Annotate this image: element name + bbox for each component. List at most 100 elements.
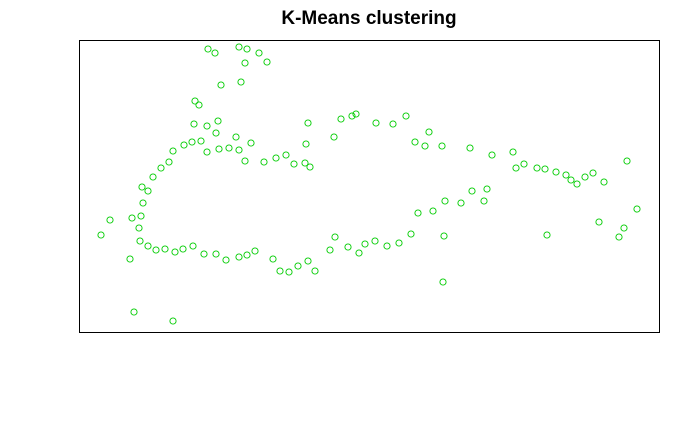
data-point bbox=[480, 197, 488, 205]
data-point bbox=[237, 78, 245, 86]
points-layer bbox=[97, 43, 641, 325]
data-point bbox=[190, 120, 198, 128]
data-point bbox=[203, 148, 211, 156]
data-point bbox=[395, 239, 403, 247]
data-point bbox=[128, 214, 136, 222]
data-point bbox=[407, 230, 415, 238]
data-point bbox=[581, 173, 589, 181]
data-point bbox=[204, 45, 212, 53]
data-point bbox=[222, 256, 230, 264]
data-point bbox=[251, 247, 259, 255]
data-point bbox=[483, 185, 491, 193]
data-point bbox=[217, 81, 225, 89]
data-point bbox=[389, 120, 397, 128]
data-point bbox=[285, 268, 293, 276]
data-point bbox=[352, 110, 360, 118]
data-point bbox=[241, 157, 249, 165]
data-point bbox=[235, 146, 243, 154]
data-point bbox=[214, 117, 222, 125]
data-point bbox=[276, 267, 284, 275]
data-point bbox=[457, 199, 465, 207]
data-point bbox=[263, 58, 271, 66]
data-point bbox=[520, 160, 528, 168]
data-point bbox=[211, 49, 219, 57]
plot-frame bbox=[79, 40, 660, 333]
data-point bbox=[260, 158, 268, 166]
data-point bbox=[232, 133, 240, 141]
data-point bbox=[169, 147, 177, 155]
data-point bbox=[355, 249, 363, 257]
data-point bbox=[567, 176, 575, 184]
data-point bbox=[429, 207, 437, 215]
data-point bbox=[241, 59, 249, 67]
data-point bbox=[195, 101, 203, 109]
data-point bbox=[552, 168, 560, 176]
data-point bbox=[411, 138, 419, 146]
data-point bbox=[589, 169, 597, 177]
data-point bbox=[191, 97, 199, 105]
data-point bbox=[620, 224, 628, 232]
data-point bbox=[372, 119, 380, 127]
data-point bbox=[414, 209, 422, 217]
data-point bbox=[243, 251, 251, 259]
data-point bbox=[180, 141, 188, 149]
data-point bbox=[348, 112, 356, 120]
data-point bbox=[152, 246, 160, 254]
data-point bbox=[371, 237, 379, 245]
data-point bbox=[189, 242, 197, 250]
data-point bbox=[144, 187, 152, 195]
data-point bbox=[595, 218, 603, 226]
data-point bbox=[135, 224, 143, 232]
data-point bbox=[439, 278, 447, 286]
data-point bbox=[383, 242, 391, 250]
data-point bbox=[247, 139, 255, 147]
data-point bbox=[282, 151, 290, 159]
chart-title: K-Means clustering bbox=[281, 8, 457, 29]
data-point bbox=[203, 122, 211, 130]
data-point bbox=[600, 178, 608, 186]
data-point bbox=[212, 250, 220, 258]
data-point bbox=[331, 233, 339, 241]
data-point bbox=[225, 144, 233, 152]
data-point bbox=[165, 158, 173, 166]
data-point bbox=[311, 267, 319, 275]
data-point bbox=[440, 232, 448, 240]
data-point bbox=[294, 262, 302, 270]
data-point bbox=[562, 171, 570, 179]
data-point bbox=[304, 257, 312, 265]
data-point bbox=[541, 165, 549, 173]
data-point bbox=[573, 180, 581, 188]
data-point bbox=[139, 199, 147, 207]
data-point bbox=[330, 133, 338, 141]
data-point bbox=[136, 237, 144, 245]
data-point bbox=[533, 164, 541, 172]
data-point bbox=[269, 255, 277, 263]
data-point bbox=[509, 148, 517, 156]
data-point bbox=[425, 128, 433, 136]
data-point bbox=[197, 137, 205, 145]
data-point bbox=[138, 183, 146, 191]
data-point bbox=[633, 205, 641, 213]
data-point bbox=[137, 212, 145, 220]
data-point bbox=[169, 317, 177, 325]
data-point bbox=[130, 308, 138, 316]
data-point bbox=[161, 245, 169, 253]
data-point bbox=[421, 142, 429, 150]
data-point bbox=[468, 187, 476, 195]
data-point bbox=[215, 145, 223, 153]
data-point bbox=[615, 233, 623, 241]
data-point bbox=[441, 197, 449, 205]
data-point bbox=[543, 231, 551, 239]
data-point bbox=[106, 216, 114, 224]
data-point bbox=[512, 164, 520, 172]
data-point bbox=[438, 142, 446, 150]
data-point bbox=[326, 246, 334, 254]
data-point bbox=[179, 245, 187, 253]
data-point bbox=[304, 119, 312, 127]
data-point bbox=[200, 250, 208, 258]
data-point bbox=[255, 49, 263, 57]
data-point bbox=[488, 151, 496, 159]
data-point bbox=[402, 112, 410, 120]
data-point bbox=[337, 115, 345, 123]
